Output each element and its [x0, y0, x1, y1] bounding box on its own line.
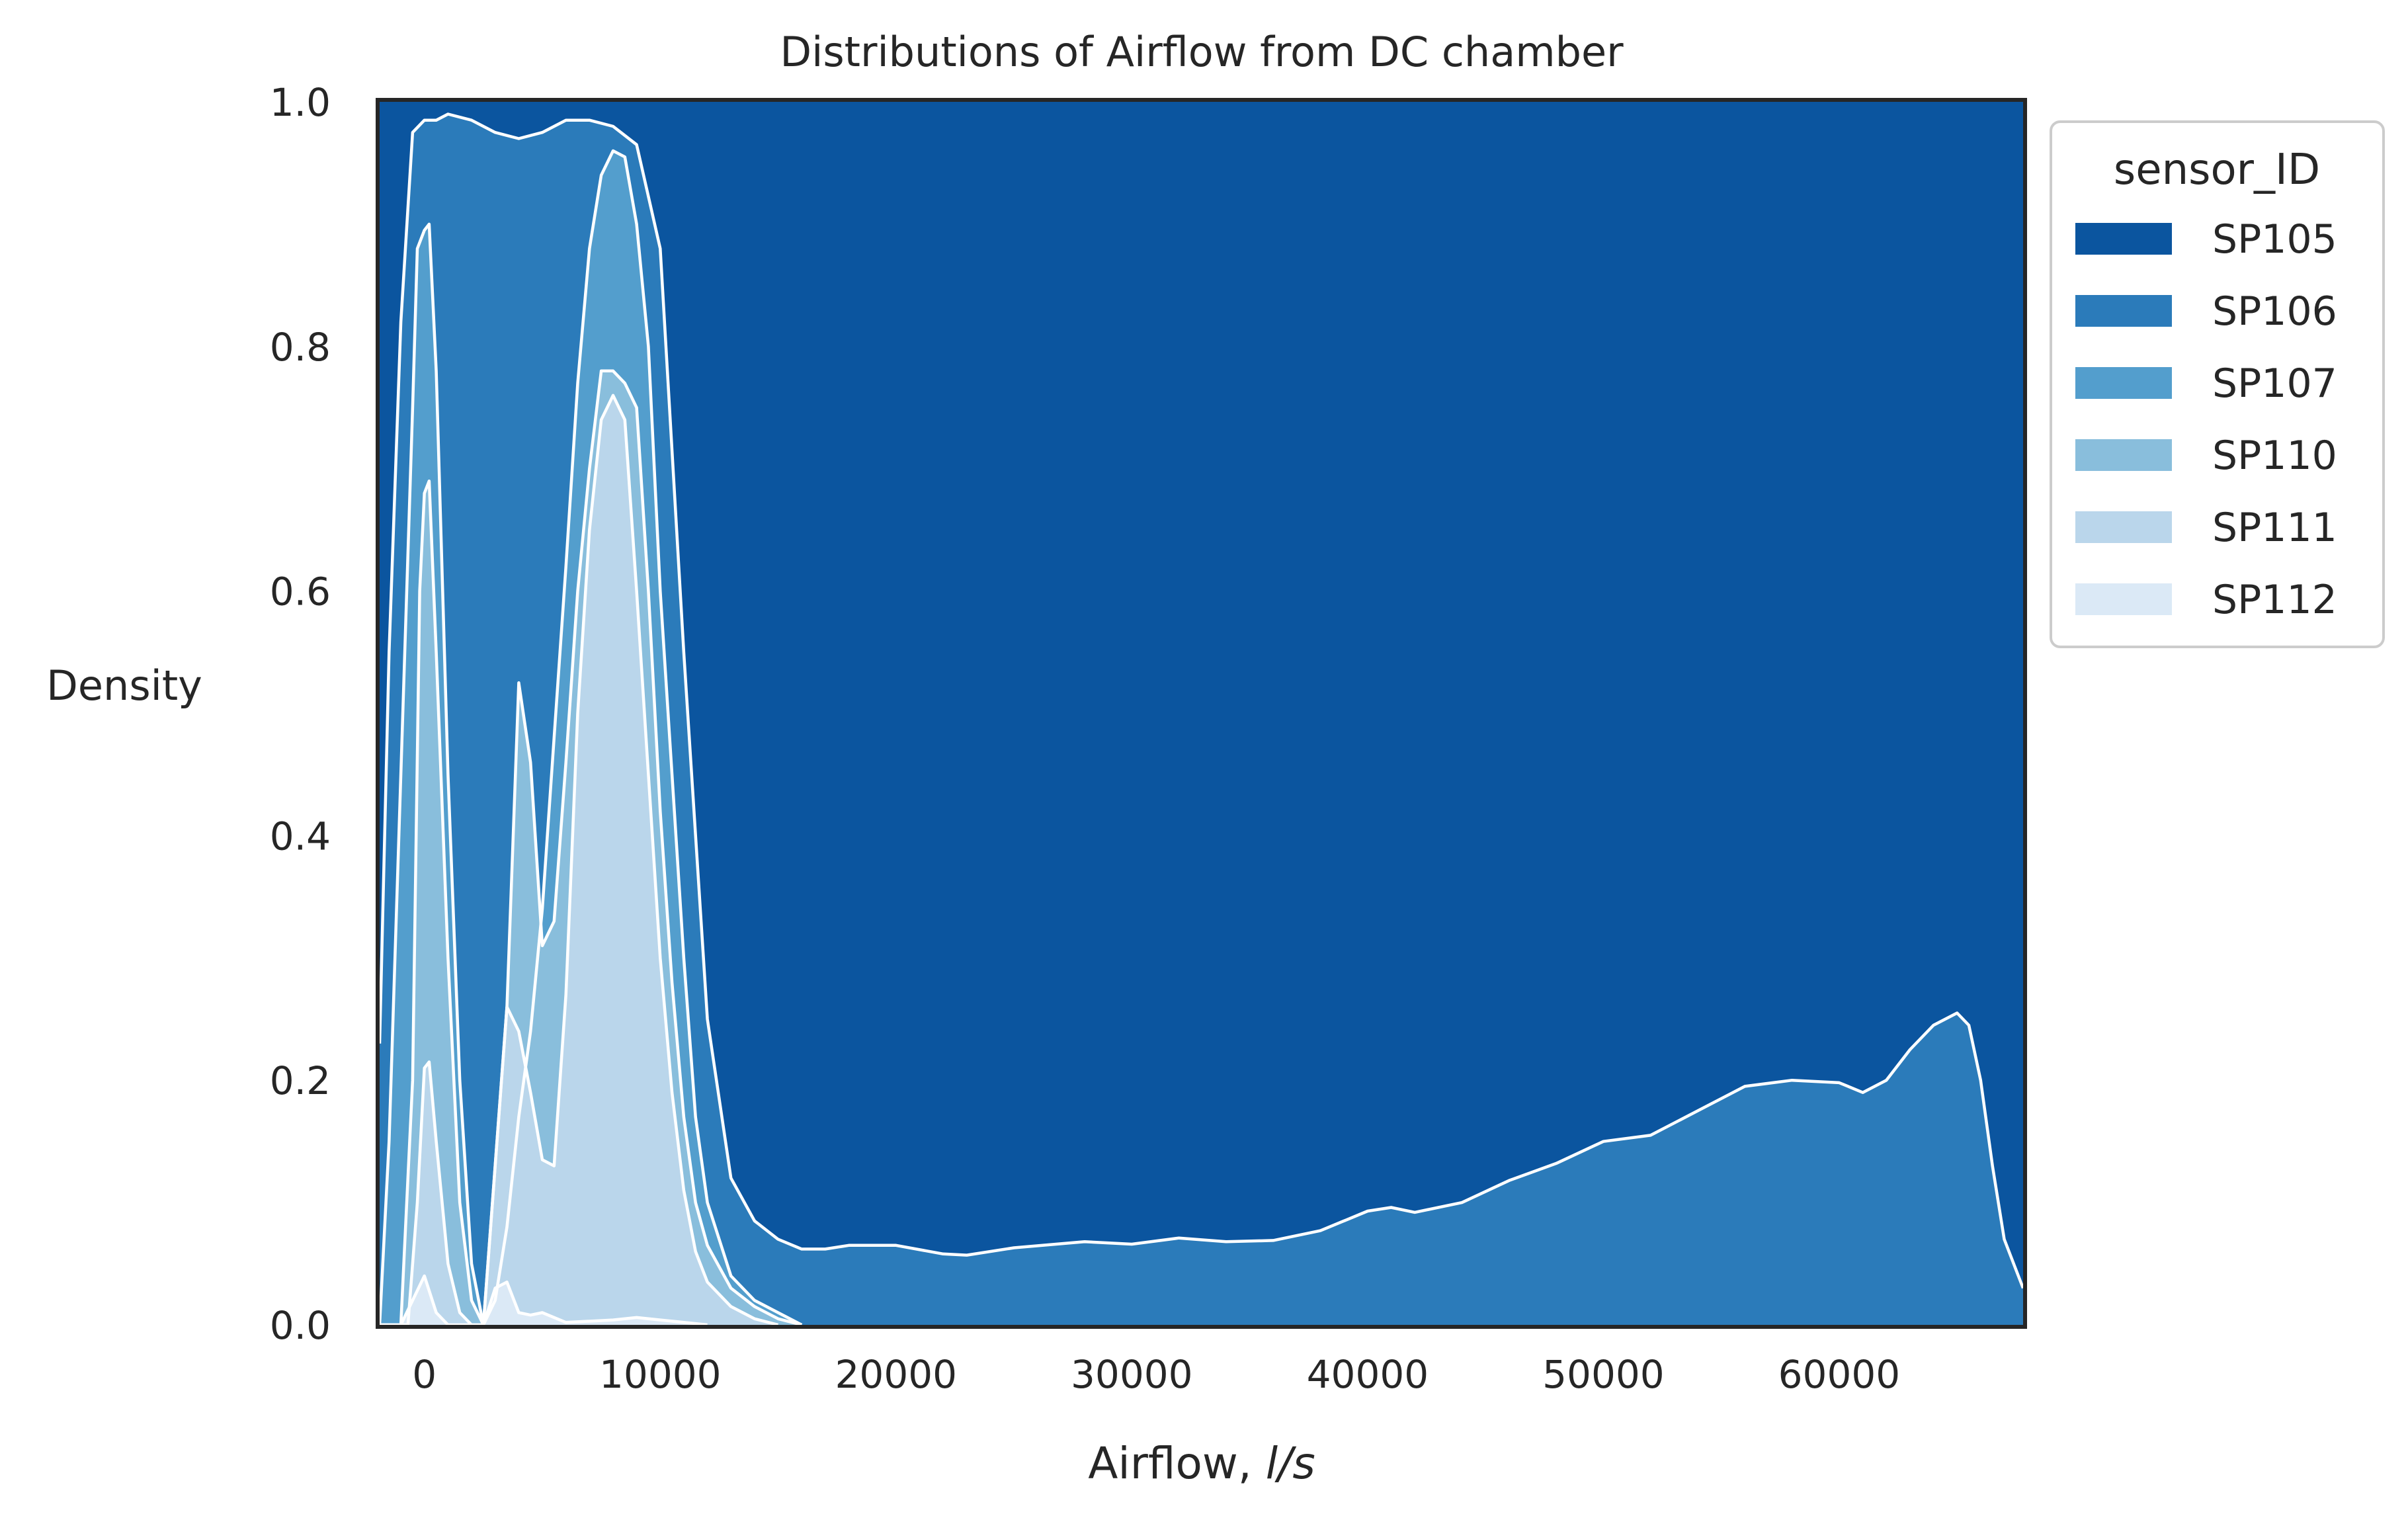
legend: sensor_ID SP105 SP106 SP107 SP110 SP111 SP112 — [2050, 120, 2385, 648]
legend-swatch-sp111 — [2075, 511, 2172, 543]
x-tick-label: 50000 — [1542, 1352, 1665, 1397]
legend-label-sp106: SP106 — [2212, 288, 2337, 335]
x-axis-label: Airflow, l/s — [1088, 1438, 1315, 1489]
y-tick-labels: 0.0 0.2 0.4 0.6 0.8 1.0 — [270, 80, 331, 1348]
y-tick-label: 1.0 — [270, 80, 331, 125]
legend-items: SP105 SP106 SP107 SP110 SP111 SP112 — [2075, 216, 2337, 623]
y-tick-label: 0.8 — [270, 325, 331, 370]
stacked-areas — [380, 102, 2023, 1325]
x-tick-labels: 0 10000 20000 30000 40000 50000 60000 — [412, 1352, 1900, 1397]
x-tick-label: 40000 — [1307, 1352, 1429, 1397]
y-tick-label: 0.4 — [270, 814, 331, 859]
boundary-lines — [378, 112, 2025, 1327]
y-axis-label: Density — [46, 661, 202, 710]
x-axis-label-unit: l/s — [1266, 1438, 1315, 1489]
line-sp110 — [380, 369, 802, 1327]
legend-label-sp112: SP112 — [2212, 577, 2337, 623]
y-tick-label: 0.6 — [270, 569, 331, 614]
legend-swatch-sp105 — [2075, 223, 2172, 255]
legend-label-sp107: SP107 — [2212, 360, 2337, 407]
x-tick-label: 20000 — [835, 1352, 958, 1397]
plot-frame — [376, 98, 2027, 1329]
line-sp111 — [380, 394, 779, 1327]
legend-label-sp110: SP110 — [2212, 433, 2337, 479]
legend-swatch-sp107 — [2075, 367, 2172, 399]
legend-label-sp111: SP111 — [2212, 505, 2337, 551]
legend-swatch-sp106 — [2075, 295, 2172, 327]
area-sp112 — [380, 1276, 708, 1325]
x-tick-label: 10000 — [599, 1352, 722, 1397]
chart-title: Distributions of Airflow from DC chamber — [780, 28, 1624, 76]
legend-swatch-sp112 — [2075, 583, 2172, 615]
x-tick-label: 0 — [412, 1352, 436, 1397]
x-tick-label: 30000 — [1071, 1352, 1193, 1397]
area-sp111 — [380, 395, 778, 1325]
x-tick-label: 60000 — [1778, 1352, 1901, 1397]
y-tick-label: 0.2 — [270, 1058, 331, 1103]
x-axis-label-text: Airflow, — [1088, 1438, 1266, 1489]
legend-title: sensor_ID — [2114, 146, 2320, 194]
y-tick-label: 0.0 — [270, 1303, 331, 1348]
line-sp112 — [380, 1274, 708, 1327]
line-sp106 — [378, 112, 2025, 1289]
legend-label-sp105: SP105 — [2212, 216, 2337, 263]
legend-swatch-sp110 — [2075, 439, 2172, 471]
line-sp107 — [378, 149, 803, 1327]
